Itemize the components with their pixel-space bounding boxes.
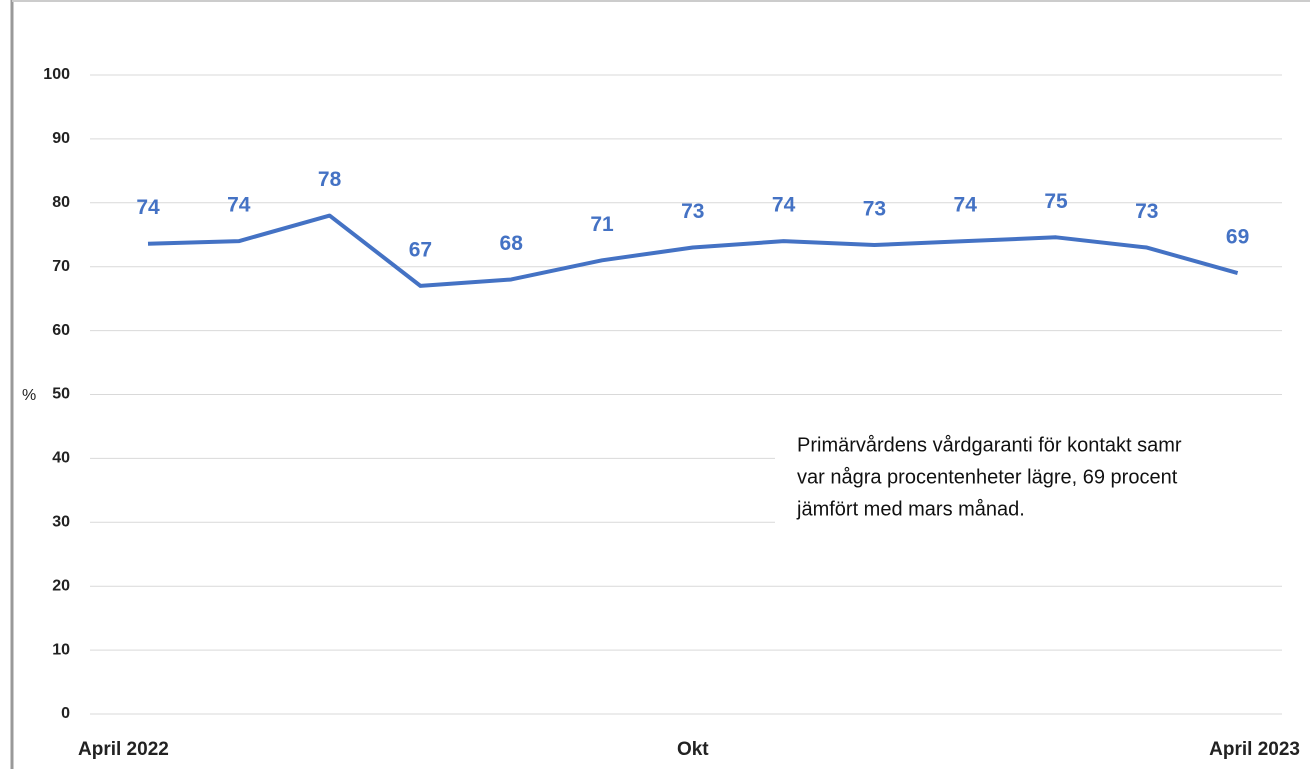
y-tick-label: 60 [52, 322, 70, 339]
y-axis-label: % [22, 387, 36, 404]
x-tick-label: Okt [677, 739, 709, 760]
annotation-line: Primärvårdens vårdgaranti för kontakt sa… [797, 434, 1182, 456]
data-label: 69 [1226, 226, 1249, 249]
y-tick-label: 30 [52, 514, 70, 531]
data-label: 74 [954, 194, 978, 217]
data-label: 74 [772, 194, 796, 217]
data-label: 75 [1044, 190, 1068, 213]
y-tick-label: 0 [61, 705, 70, 722]
annotation-line: jämfört med mars månad. [796, 498, 1025, 520]
y-tick-label: 20 [52, 577, 70, 594]
y-tick-label: 90 [52, 130, 70, 147]
y-tick-label: 40 [52, 450, 70, 467]
y-tick-label: 50 [52, 386, 70, 403]
y-tick-label: 70 [52, 258, 70, 275]
annotation-box [775, 422, 1310, 568]
line [147, 213, 1239, 288]
data-label: 73 [681, 200, 704, 223]
marks: April 2022 Okt April 2023 74 74 78 67 68 71 73 74 7… [78, 168, 1300, 760]
data-label: 73 [863, 198, 886, 221]
y-tick-label: 100 [43, 66, 70, 83]
x-tick-label: April 2023 [1209, 739, 1300, 760]
data-label: 71 [590, 213, 614, 236]
annotation-line: var några procentenheter lägre, 69 proce… [797, 466, 1178, 488]
data-label: 74 [227, 194, 251, 217]
y-tick-label: 80 [52, 194, 70, 211]
data-label: 68 [500, 232, 524, 255]
data-label: 67 [409, 238, 432, 261]
data-label: 73 [1135, 200, 1158, 223]
data-label: 74 [136, 196, 160, 219]
data-label: 78 [318, 168, 342, 191]
y-tick-label: 10 [52, 641, 70, 658]
x-tick-label: April 2022 [78, 739, 169, 760]
